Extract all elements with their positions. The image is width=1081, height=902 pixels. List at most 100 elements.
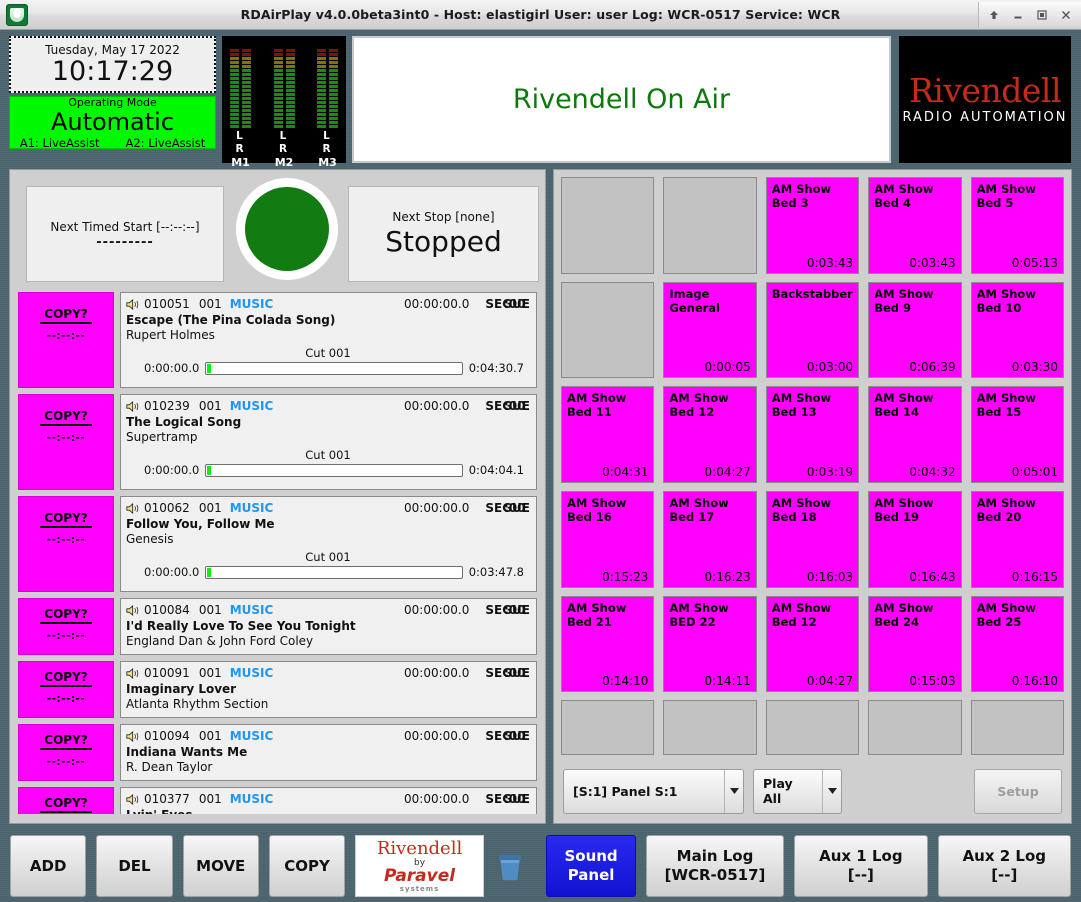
sound-panel-button-empty[interactable] [561, 281, 655, 379]
brand-tagline: RADIO AUTOMATION [902, 109, 1068, 125]
sound-panel-button[interactable]: AM Show Bed 3 0:03:43 [765, 177, 860, 274]
aux1-log-tab[interactable]: Aux 1 Log [--] [794, 835, 928, 897]
vu-segment [285, 93, 295, 96]
chevron-down-icon[interactable] [822, 769, 841, 813]
sound-panel-tab[interactable]: Sound Panel [546, 835, 636, 897]
vu-segment [329, 61, 338, 64]
log-copy-button[interactable]: COPY?--:--:-- [18, 394, 114, 490]
sound-panel-button-title: AM Show Bed 18 [771, 495, 832, 524]
vu-segment [329, 125, 338, 128]
sound-panel-grid[interactable]: AM Show Bed 3 0:03:43 AM Show Bed 4 0:03:43… [561, 177, 1064, 755]
trash-icon[interactable] [494, 835, 526, 897]
vu-segment [230, 77, 239, 80]
log-transition: SEGUE [485, 297, 530, 311]
copy-button[interactable]: COPY [268, 835, 346, 897]
setup-button[interactable]: Setup [974, 768, 1062, 814]
vu-segment [242, 77, 251, 80]
sound-panel-button-empty[interactable] [663, 700, 757, 755]
sound-panel-button[interactable]: Backstabbers 0:03:00 [765, 281, 860, 379]
sound-panel-button-empty[interactable] [765, 700, 860, 755]
log-entry-row[interactable]: COPY? --:--:-- 010062 001 MUSIC 00:00:00.0:00… [18, 496, 537, 592]
log-entry-card[interactable]: 010091001MUSIC00:00:00.0:004:59SEGUEImag… [120, 661, 537, 718]
vu-segment [317, 77, 326, 80]
close-icon[interactable] [1055, 4, 1077, 26]
sound-panel-button-empty[interactable] [561, 177, 655, 274]
sound-panel-button[interactable]: AM Show Bed 20 0:16:15 [970, 490, 1064, 588]
vu-segment [242, 93, 251, 96]
sound-panel-button-empty[interactable] [868, 700, 962, 755]
play-mode-dropdown[interactable]: Play All [753, 768, 842, 814]
log-entry-row[interactable]: COPY?--:--:-- 010377 001 MUSIC 00:00:00.0:00… [18, 787, 537, 814]
next-timed-start-value: --------- [96, 234, 154, 250]
log-short-time: :00 [504, 729, 526, 743]
log-entry-row[interactable]: COPY? --:--:-- 010094 001 MUSIC 00:00:00.0:00… [18, 724, 537, 781]
window-title: RDAirPlay v4.0.0beta3int0 - Host: elasti… [240, 7, 841, 22]
log-copy-button[interactable]: COPY?--:--:-- [18, 787, 114, 814]
log-entry-list[interactable]: COPY? --:--:-- 010051 001 MUSIC 00:00:00.0:00… [18, 292, 537, 814]
sound-panel-button[interactable]: AM Show Bed 5 0:05:13 [970, 177, 1064, 274]
maximize-icon[interactable] [1031, 4, 1053, 26]
delete-button[interactable]: DEL [96, 835, 173, 897]
vu-segment [329, 49, 338, 52]
sound-panel-button[interactable]: AM Show Bed 18 0:16:03 [765, 490, 860, 588]
log-cut-label: Cut 001 [305, 346, 351, 360]
vu-segment [230, 105, 239, 108]
clock-display: Tuesday, May 17 2022 10:17:29 [9, 36, 216, 93]
sound-panel-button[interactable]: AM Show Bed 15 0:05:01 [970, 386, 1064, 483]
sound-panel-button[interactable]: AM Show Bed 25 0:16:10 [970, 595, 1064, 693]
sound-panel-button-empty[interactable] [561, 700, 655, 755]
shade-icon[interactable] [983, 4, 1005, 26]
log-title: Indiana Wants Me [126, 745, 248, 759]
vu-segment [317, 101, 326, 104]
log-entry-row[interactable]: COPY? --:--:-- 010051 001 MUSIC 00:00:00.0:00… [18, 292, 537, 388]
log-short-time: :00 [504, 501, 526, 515]
add-button[interactable]: ADD [10, 835, 87, 897]
sound-panel-button[interactable]: AM Show Bed 4 0:03:43 [868, 177, 962, 274]
log-entry-card[interactable]: 010094001MUSIC00:00:00.0:003:37SEGUEIndi… [120, 724, 537, 781]
paravel-logo[interactable]: Rivendell by Paravel systems [355, 835, 484, 897]
sound-panel-button[interactable]: AM Show Bed 24 0:15:03 [868, 595, 962, 693]
sound-panel-button[interactable]: AM Show Bed 21 0:14:10 [561, 595, 655, 693]
sound-panel-button[interactable]: AM Show Bed 12 0:04:27 [663, 386, 757, 483]
sound-panel-button[interactable]: AM Show Bed 19 0:16:43 [868, 490, 962, 588]
sound-panel-button[interactable]: Image General 0:00:05 [663, 281, 757, 379]
sound-panel-button[interactable]: AM Show Bed 17 0:16:23 [663, 490, 757, 588]
log-entry-card[interactable]: 010239001MUSIC00:00:00.0:004:04SEGUEThe … [120, 394, 537, 490]
sound-panel-button[interactable]: AM Show Bed 13 0:03:19 [765, 386, 860, 483]
vu-segment [273, 109, 283, 112]
log-copy-button[interactable]: COPY?--:--:-- [18, 598, 114, 655]
sound-panel-button[interactable]: AM Show Bed 10 0:03:30 [970, 281, 1064, 379]
sound-panel-button-empty[interactable] [663, 177, 757, 274]
sound-panel-button[interactable]: AM Show BED 22 0:14:11 [663, 595, 757, 693]
sound-panel-button[interactable]: AM Show Bed 14 0:04:32 [868, 386, 962, 483]
aux2-log-tab[interactable]: Aux 2 Log [--] [937, 835, 1072, 897]
log-entry-card[interactable]: 010377001MUSIC00:00:00.0:006:18SEGUELyin… [120, 787, 537, 814]
sound-panel-button[interactable]: AM Show Bed 11 0:04:31 [561, 386, 655, 483]
move-button[interactable]: MOVE [182, 835, 259, 897]
brand-logo: Rivendell RADIO AUTOMATION [899, 36, 1071, 163]
sound-panel-button[interactable]: AM Show Bed 12 0:04:27 [765, 595, 860, 693]
chevron-down-icon[interactable] [724, 769, 743, 813]
log-short-time: :00 [504, 603, 526, 617]
log-entry-card[interactable]: 010062001MUSIC00:00:00.0:003:47SEGUEFoll… [120, 496, 537, 592]
log-entry-row[interactable]: COPY? --:--:-- 010091 001 MUSIC 00:00:00.0:00… [18, 661, 537, 718]
log-copy-button[interactable]: COPY?--:--:-- [18, 496, 114, 592]
log-copy-button[interactable]: COPY?--:--:-- [18, 292, 114, 388]
sound-panel-button[interactable]: AM Show Bed 9 0:06:39 [868, 281, 962, 379]
log-copy-button[interactable]: COPY?--:--:-- [18, 724, 114, 781]
main-log-tab[interactable]: Main Log [WCR-0517] [645, 835, 785, 897]
log-copy-button[interactable]: COPY?--:--:-- [18, 661, 114, 718]
start-stop-button[interactable] [236, 178, 338, 280]
log-entry-card[interactable]: 010051001MUSIC00:00:00.0:004:30SEGUEEsca… [120, 292, 537, 388]
sound-panel-button[interactable]: AM Show Bed 16 0:15:23 [561, 490, 655, 588]
log-entry-row[interactable]: COPY? --:--:-- 010239 001 MUSIC 00:00:00.0:00… [18, 394, 537, 490]
minimize-icon[interactable] [1007, 4, 1029, 26]
log-progress-bar [205, 565, 463, 579]
panel-select-dropdown[interactable]: [S:1] Panel S:1 [563, 768, 744, 814]
sound-panel-button-empty[interactable] [970, 700, 1064, 755]
log-entry-card[interactable]: 010084001MUSIC00:00:00.0:002:32SEGUEI'd … [120, 598, 537, 655]
log-entry-row[interactable]: COPY? --:--:-- 010084 001 MUSIC 00:00:00.0:00… [18, 598, 537, 655]
log-cut-number: 001 [198, 297, 222, 311]
operating-mode-panel[interactable]: Operating Mode Automatic A1: LiveAssist … [9, 96, 216, 150]
vu-segment [317, 65, 326, 68]
